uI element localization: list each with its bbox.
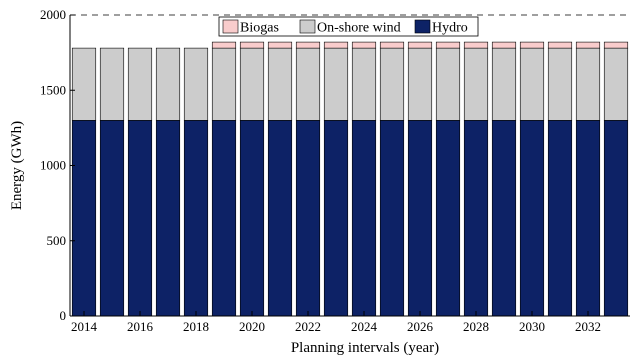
bar-biogas-2024 [351, 41, 377, 49]
legend-label-hydro: Hydro [432, 21, 468, 36]
bar-biogas-2020 [239, 41, 265, 49]
x-tick-label: 2014 [71, 319, 98, 334]
bar-on-shore-wind-2023 [323, 47, 349, 121]
bar-on-shore-wind-2014 [71, 47, 97, 121]
bar-hydro-2014 [71, 120, 97, 317]
bar-hydro-2021 [267, 120, 293, 317]
bar-on-shore-wind-2024 [351, 47, 377, 121]
x-tick-label: 2030 [519, 319, 545, 334]
bar-hydro-2024 [351, 120, 377, 317]
bar-hydro-2018 [183, 120, 209, 317]
bar-on-shore-wind-2015 [99, 47, 125, 121]
bar-on-shore-wind-2022 [295, 47, 321, 121]
bar-on-shore-wind-2020 [239, 47, 265, 121]
bar-on-shore-wind-2030 [519, 47, 545, 121]
legend-label-on-shore-wind: On-shore wind [317, 21, 401, 36]
bar-on-shore-wind-2021 [267, 47, 293, 121]
axes-layer [69, 15, 630, 317]
bar-hydro-2027 [435, 120, 461, 317]
legend-label-biogas: Biogas [240, 21, 279, 36]
y-tick-label: 500 [47, 233, 67, 248]
bar-hydro-2017 [155, 120, 181, 317]
bar-hydro-2016 [127, 120, 153, 317]
bar-on-shore-wind-2028 [463, 47, 489, 121]
bar-on-shore-wind-2027 [435, 47, 461, 121]
x-tick-label: 2018 [183, 319, 209, 334]
y-tick-label: 1000 [40, 158, 66, 173]
bar-on-shore-wind-2033 [603, 47, 629, 121]
x-tick-label: 2028 [463, 319, 489, 334]
bars-layer [71, 41, 629, 317]
legend-swatch-biogas [222, 19, 239, 34]
bar-hydro-2015 [99, 120, 125, 317]
bar-biogas-2025 [379, 41, 405, 49]
bar-on-shore-wind-2029 [491, 47, 517, 121]
x-tick-label: 2020 [239, 319, 265, 334]
bar-on-shore-wind-2032 [575, 47, 601, 121]
legend-box [218, 16, 479, 37]
y-axis-label: Energy (GWh) [9, 121, 25, 210]
bar-hydro-2033 [603, 120, 629, 317]
bar-on-shore-wind-2018 [183, 47, 209, 121]
y-tick-label: 0 [60, 308, 67, 323]
bar-biogas-2023 [323, 41, 349, 49]
x-tick-label: 2024 [351, 319, 378, 334]
x-tick-labels: 2014 2016 2018 2020 2022 2024 2026 2028 2030 2032 [71, 311, 601, 334]
bar-on-shore-wind-2016 [127, 47, 153, 121]
x-tick-label: 2022 [295, 319, 321, 334]
bar-hydro-2020 [239, 120, 265, 317]
bar-biogas-2027 [435, 41, 461, 49]
bar-on-shore-wind-2025 [379, 47, 405, 121]
x-tick-label: 2026 [407, 319, 434, 334]
y-tick-label: 1500 [40, 82, 66, 97]
bar-hydro-2019 [211, 120, 237, 317]
bar-biogas-2030 [519, 41, 545, 49]
x-axis-label: Planning intervals (year) [291, 340, 439, 356]
bar-hydro-2030 [519, 120, 545, 317]
bar-hydro-2025 [379, 120, 405, 317]
legend: Biogas On-shore wind Hydro [218, 16, 479, 37]
bar-hydro-2022 [295, 120, 321, 317]
bar-biogas-2022 [295, 41, 321, 49]
bar-biogas-2033 [603, 41, 629, 49]
bar-hydro-2023 [323, 120, 349, 317]
x-tick-label: 2032 [575, 319, 601, 334]
y-tick-label: 2000 [40, 7, 66, 22]
bar-on-shore-wind-2031 [547, 47, 573, 121]
bar-hydro-2029 [491, 120, 517, 317]
bar-on-shore-wind-2019 [211, 47, 237, 121]
bar-biogas-2019 [211, 41, 237, 49]
bar-biogas-2031 [547, 41, 573, 49]
bar-biogas-2032 [575, 41, 601, 49]
bar-hydro-2031 [547, 120, 573, 317]
bar-hydro-2028 [463, 120, 489, 317]
bar-biogas-2028 [463, 41, 489, 49]
y-tick-labels: 0 500 1000 1500 2000 [40, 7, 75, 323]
bar-biogas-2029 [491, 41, 517, 49]
bar-hydro-2032 [575, 120, 601, 317]
bar-hydro-2026 [407, 120, 433, 317]
bar-on-shore-wind-2026 [407, 47, 433, 121]
bar-on-shore-wind-2017 [155, 47, 181, 121]
bar-biogas-2026 [407, 41, 433, 49]
bar-biogas-2021 [267, 41, 293, 49]
legend-swatch-on-shore-wind [299, 19, 316, 34]
legend-swatch-hydro [414, 19, 431, 34]
x-tick-label: 2016 [127, 319, 154, 334]
